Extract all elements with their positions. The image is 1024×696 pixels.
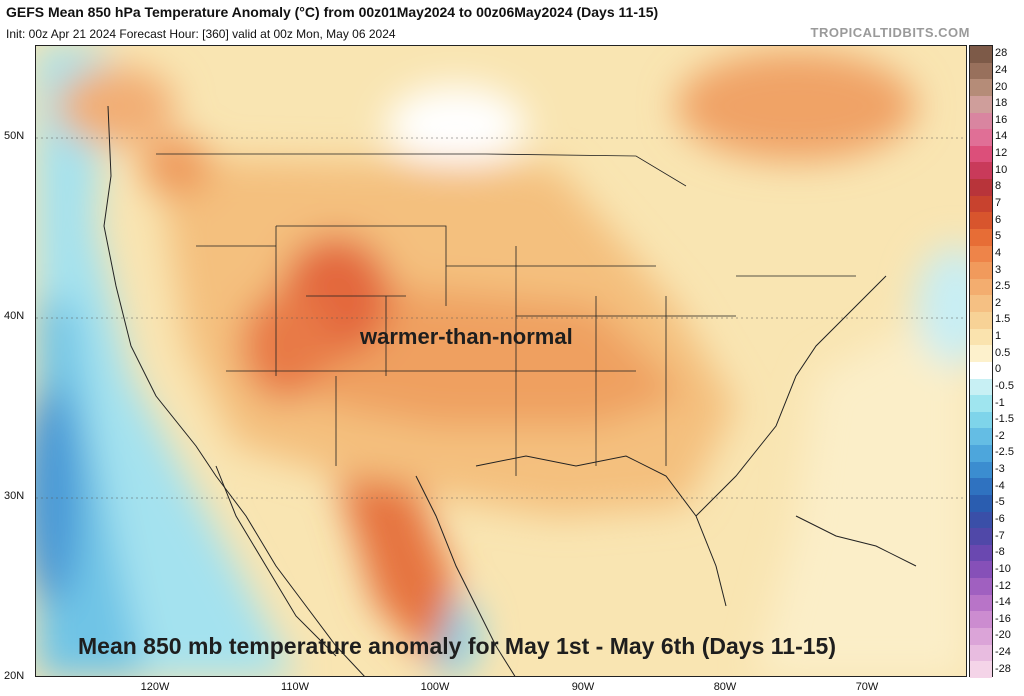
colorbar-label: -3 — [995, 463, 1005, 476]
colorbar-swatch — [970, 494, 992, 512]
colorbar-swatch — [970, 95, 992, 113]
colorbar-label: 28 — [995, 47, 1008, 60]
colorbar-swatch — [970, 62, 992, 80]
colorbar-swatch — [970, 262, 992, 279]
colorbar-swatch — [970, 378, 992, 396]
state-borders — [156, 153, 856, 476]
colorbar-label: 1.5 — [995, 313, 1011, 326]
colorbar-swatch — [970, 162, 992, 179]
colorbar-label: 6 — [995, 213, 1002, 226]
colorbar-label: 10 — [995, 163, 1008, 176]
colorbar-label: 18 — [995, 97, 1008, 110]
colorbar-swatch — [970, 561, 992, 578]
colorbar-label: 1 — [995, 330, 1002, 343]
colorbar-swatch — [970, 544, 992, 562]
colorbar-label: -6 — [995, 513, 1005, 525]
colorbar-label: 8 — [995, 180, 1002, 193]
colorbar-swatch — [970, 112, 992, 130]
colorbar-label: 3 — [995, 263, 1002, 276]
colorbar-label: -2 — [995, 429, 1005, 442]
colorbar-swatch — [970, 79, 992, 96]
colorbar-label: 4 — [995, 246, 1002, 259]
lon-label: 100W — [420, 681, 450, 693]
colorbar-swatch — [970, 611, 992, 628]
colorbar-swatch — [970, 395, 992, 412]
colorbar-label: -14 — [995, 596, 1011, 609]
temperature-anomaly-map — [35, 45, 967, 677]
colorbar-label: 16 — [995, 113, 1008, 126]
lon-label: 110W — [281, 681, 309, 693]
map-annotation: warmer-than-normal — [360, 324, 573, 349]
lat-label: 30N — [4, 490, 25, 502]
colorbar-swatch — [970, 295, 992, 312]
lon-label: 120W — [140, 681, 170, 693]
colorbar-swatch — [970, 179, 992, 196]
colorbar-swatch — [970, 428, 992, 445]
colorbar-label: 5 — [995, 230, 1002, 243]
colorbar-swatch — [970, 661, 992, 678]
colorbar-swatch — [970, 145, 992, 163]
map-canvas — [36, 46, 966, 676]
lat-label: 20N — [4, 670, 25, 682]
colorbar-swatch — [970, 278, 992, 296]
colorbar-label: 2 — [995, 296, 1002, 309]
colorbar-swatch — [970, 528, 992, 545]
coastlines — [103, 105, 917, 676]
colorbar-label: 2.5 — [995, 280, 1011, 293]
colorbar-swatch — [970, 511, 992, 529]
colorbar-label: -8 — [995, 546, 1005, 559]
colorbar-swatch — [970, 312, 992, 329]
colorbar-swatch — [970, 478, 992, 495]
colorbar-swatch — [970, 328, 992, 346]
colorbar-label: 14 — [995, 130, 1008, 143]
colorbar-swatch — [970, 445, 992, 462]
colorbar-labels: 28 24 20 18 16 14 12 10 8 7 6 5 4 3 2.5 2 1.5 1 0.5 0 -0.5 -1… — [995, 45, 1024, 677]
colorbar-swatch — [970, 212, 992, 229]
colorbar-label: 12 — [995, 147, 1008, 160]
colorbar-label: -20 — [995, 629, 1011, 642]
colorbar-swatch — [970, 228, 992, 246]
colorbar-label: 24 — [995, 63, 1008, 76]
colorbar-label: 20 — [995, 80, 1008, 93]
colorbar-swatch — [970, 46, 992, 63]
graticule — [36, 137, 966, 499]
colorbar-swatch — [970, 627, 992, 645]
colorbar-label: -1.5 — [995, 413, 1014, 426]
lon-label: 70W — [855, 681, 879, 693]
lat-label: 50N — [4, 130, 25, 142]
colorbar-swatch — [970, 578, 992, 595]
colorbar-label: -4 — [995, 479, 1005, 492]
colorbar-swatch — [970, 411, 992, 429]
chart-subtitle: Init: 00z Apr 21 2024 Forecast Hour: [36… — [6, 27, 396, 41]
colorbar-label: -2.5 — [995, 446, 1014, 459]
colorbar-swatch — [970, 644, 992, 662]
colorbar-swatch — [970, 345, 992, 362]
colorbar-swatch — [970, 245, 992, 263]
colorbar-swatch — [970, 461, 992, 479]
colorbar-swatch — [970, 129, 992, 146]
colorbar-swatch — [970, 195, 992, 213]
colorbar-label: -24 — [995, 646, 1011, 659]
colorbar — [969, 45, 993, 678]
colorbar-label: 7 — [995, 197, 1002, 209]
colorbar-swatch — [970, 361, 992, 379]
colorbar-label: -7 — [995, 529, 1005, 542]
colorbar-label: -12 — [995, 579, 1011, 592]
site-credit: TROPICALTIDBITS.COM — [810, 25, 970, 40]
colorbar-label: -16 — [995, 612, 1011, 625]
lat-label: 40N — [4, 310, 25, 322]
colorbar-swatch — [970, 594, 992, 612]
lon-label: 90W — [571, 681, 595, 693]
lon-label: 80W — [713, 681, 737, 693]
colorbar-label: -10 — [995, 562, 1011, 575]
colorbar-label: -5 — [995, 496, 1005, 509]
map-caption: Mean 850 mb temperature anomaly for May … — [78, 633, 837, 659]
colorbar-label: 0.5 — [995, 346, 1011, 359]
colorbar-label: 0 — [995, 363, 1002, 376]
colorbar-label: -28 — [995, 662, 1011, 675]
colorbar-label: -0.5 — [995, 379, 1014, 392]
chart-title: GEFS Mean 850 hPa Temperature Anomaly (°… — [6, 4, 659, 20]
colorbar-label: -1 — [995, 396, 1005, 409]
